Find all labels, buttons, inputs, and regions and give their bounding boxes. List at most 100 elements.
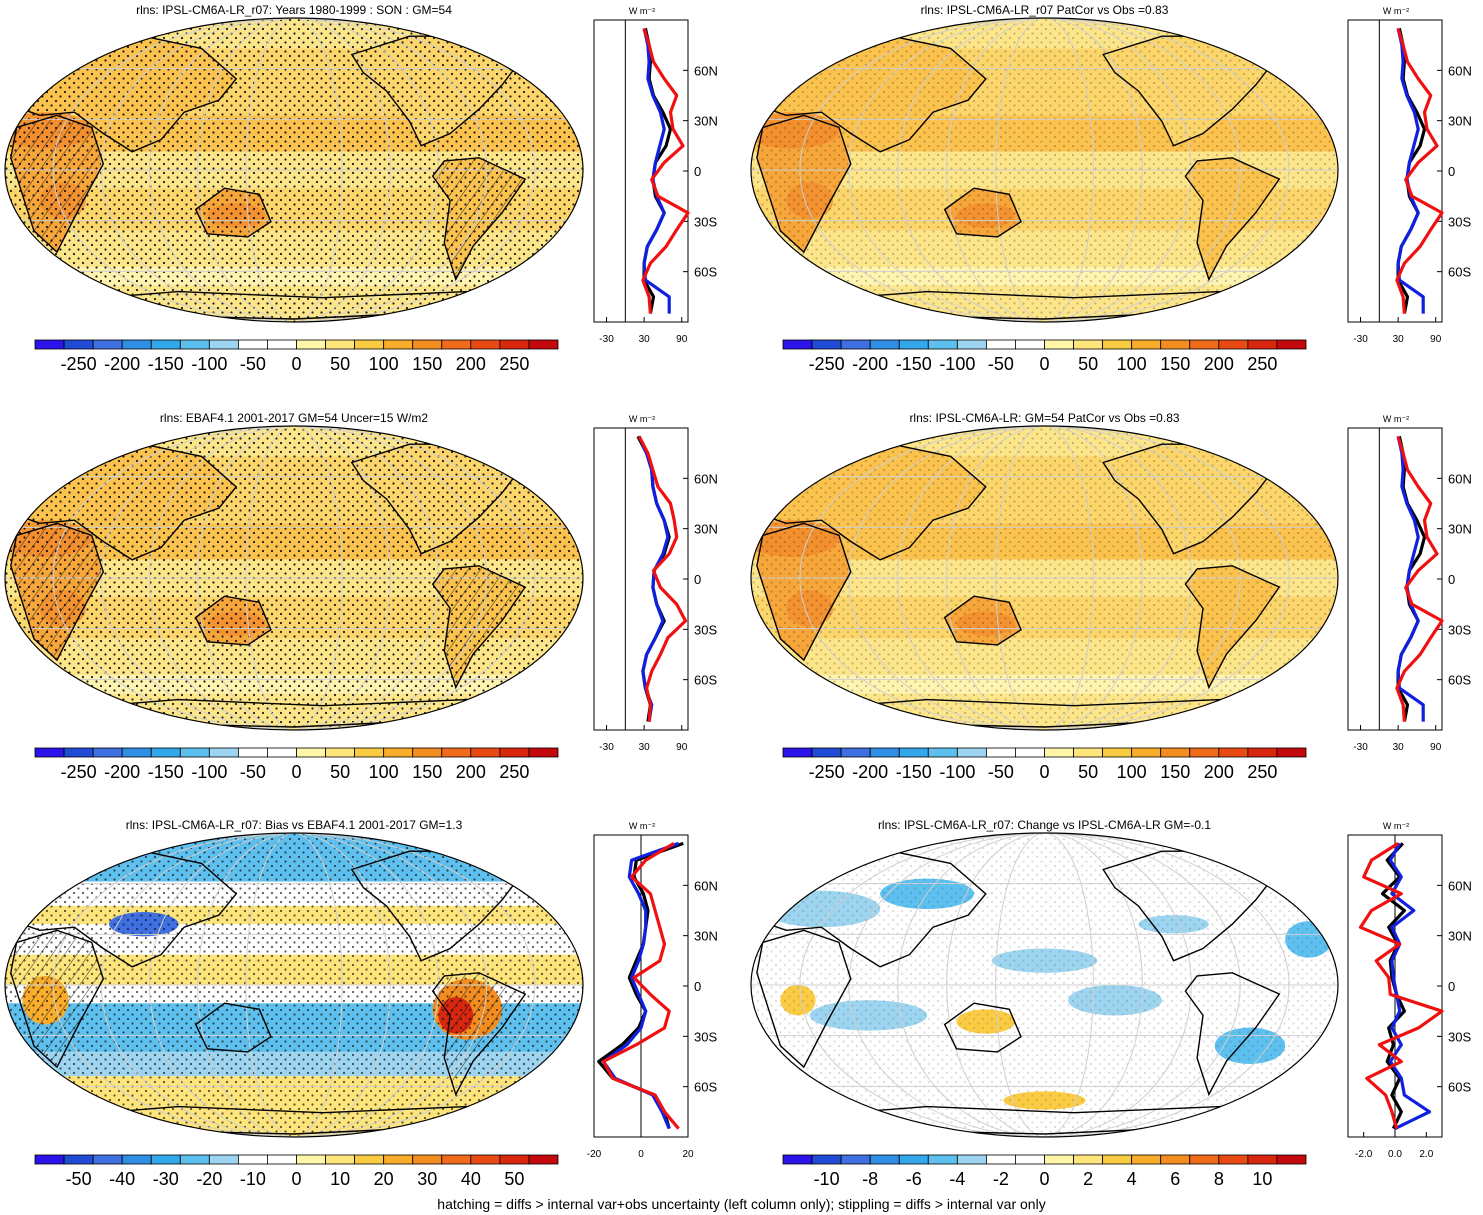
map-border <box>750 832 1339 1138</box>
map-border <box>4 17 584 323</box>
colorbar-swatch <box>237 747 268 758</box>
colorbar-swatch <box>1247 339 1278 350</box>
colorbar-swatch <box>267 339 297 350</box>
colorbar-swatch <box>179 747 210 758</box>
colorbar-label: -150 <box>896 354 932 374</box>
hatching-samerica <box>432 972 526 1095</box>
colorbar-swatch <box>1073 747 1104 758</box>
lat-tick-label: 60S <box>694 265 717 280</box>
graticule-lon <box>52 426 536 730</box>
graticule-lon <box>197 18 391 322</box>
graticule-lon <box>100 18 488 322</box>
colorbar-swatch <box>179 339 210 350</box>
colorbar-label: 50 <box>1078 762 1098 782</box>
colorbar-swatch <box>441 747 472 758</box>
lat-tick-label: 30S <box>1448 214 1471 229</box>
graticule-lon <box>799 18 1290 322</box>
graticule-lon <box>197 833 391 1137</box>
lat-tick-label: 0 <box>1448 572 1455 587</box>
lat-tick-label: 60N <box>694 63 718 78</box>
colorbar-swatch <box>1189 747 1220 758</box>
colorbar-p5: -50 -40 -30 -20 -10 0 10 20 30 40 50 <box>34 1154 559 1189</box>
colorbar-label: 200 <box>456 762 486 782</box>
colorbar-swatch <box>811 747 842 758</box>
colorbar-label: -50 <box>66 1169 92 1189</box>
colorbar-label: 40 <box>461 1169 481 1189</box>
colorbar-label: -200 <box>104 762 140 782</box>
colorbar-swatch <box>296 747 326 758</box>
colorbar-swatch <box>150 1154 181 1165</box>
colorbar-swatch <box>956 747 987 758</box>
colorbar-swatch <box>811 339 842 350</box>
hatching-africa <box>10 523 104 661</box>
colorbar-swatch <box>63 339 94 350</box>
coastline-australia <box>194 1002 272 1053</box>
colorbar-swatch <box>296 1154 326 1165</box>
lat-tick-label: 0 <box>1448 979 1455 994</box>
x-tick-label: 2.0 <box>1419 1149 1433 1160</box>
colorbar-label: 200 <box>1204 762 1234 782</box>
lat-tick-label: 30N <box>694 522 718 537</box>
zonal-frame <box>593 19 689 323</box>
lat-tick-label: 30S <box>694 214 717 229</box>
colorbar-label: -200 <box>852 762 888 782</box>
map-border <box>750 17 1339 323</box>
lat-tick-label: 30S <box>1448 622 1471 637</box>
colorbar-swatch <box>499 1154 530 1165</box>
colorbar-swatch <box>208 1154 239 1165</box>
zonal-mean-chart: W m⁻² 60N 30N 0 30S 60S -2.0 0.0 2.0 <box>1347 821 1472 1160</box>
colorbar-swatch <box>441 339 472 350</box>
colorbar-label: -4 <box>949 1169 965 1189</box>
colorbar-label: -50 <box>988 762 1014 782</box>
colorbar-label: 20 <box>374 1169 394 1189</box>
colorbar-swatch <box>237 339 268 350</box>
colorbar-swatch <box>782 1154 813 1165</box>
series-line-blue <box>1396 28 1425 314</box>
x-tick-label: 90 <box>676 334 688 345</box>
unit-label: W m⁻² <box>629 414 655 424</box>
colorbar-swatch <box>383 747 414 758</box>
x-tick-label: 20 <box>682 1149 694 1160</box>
panel-title: rlns: IPSL-CM6A-LR_r07: Bias vs EBAF4.1 … <box>126 818 463 832</box>
figure-footnote: hatching = diffs > internal var+obs unce… <box>437 1196 1046 1212</box>
series-line-red <box>1395 435 1444 722</box>
colorbar-swatch <box>1102 339 1133 350</box>
x-tick-label: -30 <box>1353 334 1368 345</box>
unit-label: W m⁻² <box>1383 414 1409 424</box>
lat-tick-label: 30S <box>694 622 717 637</box>
colorbar-swatch <box>412 747 443 758</box>
lat-tick-label: 60S <box>1448 1080 1471 1095</box>
colorbar-swatch <box>782 747 813 758</box>
coastline-samerica <box>431 157 527 282</box>
colorbar-swatch <box>985 1154 1016 1165</box>
colorbar-label: -100 <box>191 354 227 374</box>
zonal-frame <box>1347 427 1443 731</box>
colorbar-label: 250 <box>1247 354 1277 374</box>
graticule-lon <box>197 426 391 730</box>
colorbar-label: 50 <box>330 354 350 374</box>
colorbar-label: -10 <box>814 1169 840 1189</box>
coastline-samerica <box>1184 972 1281 1097</box>
colorbar-swatch <box>840 747 871 758</box>
zonal-mean-chart: W m⁻² 60N 30N 0 30S 60S -30 30 90 <box>1347 6 1472 345</box>
unit-label: W m⁻² <box>1383 6 1409 16</box>
lat-tick-label: 30N <box>1448 522 1472 537</box>
colorbar-swatch <box>1276 747 1307 758</box>
colorbar-swatch <box>412 1154 443 1165</box>
colorbar-swatch <box>1218 1154 1249 1165</box>
panel-title: rlns: IPSL-CM6A-LR_r07 PatCor vs Obs =0.… <box>921 3 1169 17</box>
x-tick-label: 30 <box>1393 334 1405 345</box>
series-line-red <box>637 435 688 722</box>
graticule-lon <box>100 426 488 730</box>
x-tick-label: 0 <box>638 1149 644 1160</box>
colorbar-swatch <box>150 339 181 350</box>
colorbar-swatch <box>92 1154 123 1165</box>
colorbar-swatch <box>179 1154 210 1165</box>
colorbar-label: -2 <box>993 1169 1009 1189</box>
colorbar-label: 0 <box>291 762 301 782</box>
x-tick-label: 30 <box>639 334 651 345</box>
graticule-lon <box>995 18 1094 322</box>
colorbar-swatch <box>150 747 181 758</box>
x-tick-label: -30 <box>599 742 614 753</box>
